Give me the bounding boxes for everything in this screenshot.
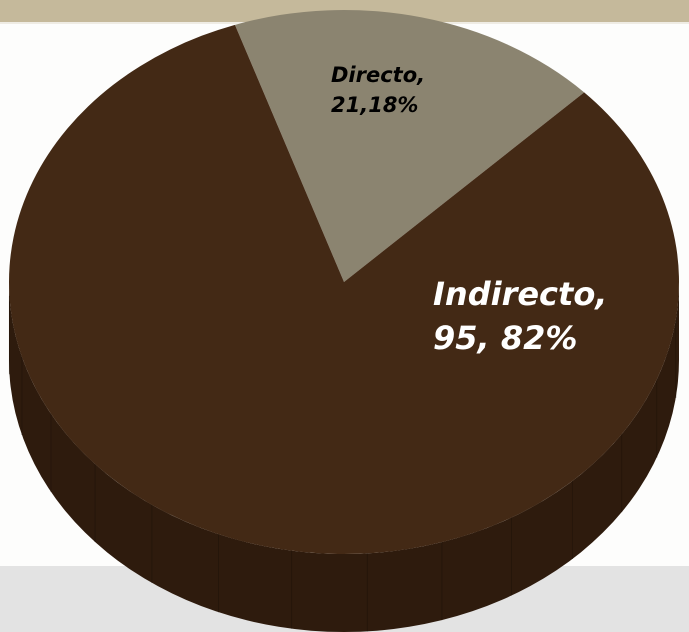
pie-slice-directo	[234, 9, 585, 282]
slice-label-indirecto-name: Indirecto,	[433, 275, 608, 313]
slice-label-indirecto-value: 95, 82%	[433, 319, 578, 357]
slice-label-directo-name: Directo,	[331, 63, 426, 87]
pie-slice-indirecto	[8, 24, 679, 554]
slice-label-indirecto: Indirecto, 95, 82%	[433, 272, 607, 360]
pie-side-wall	[8, 282, 679, 632]
slice-label-directo-value: 21,18%	[331, 93, 419, 117]
pie-top-face	[8, 9, 679, 554]
slice-label-directo: Directo, 21,18%	[331, 60, 425, 120]
